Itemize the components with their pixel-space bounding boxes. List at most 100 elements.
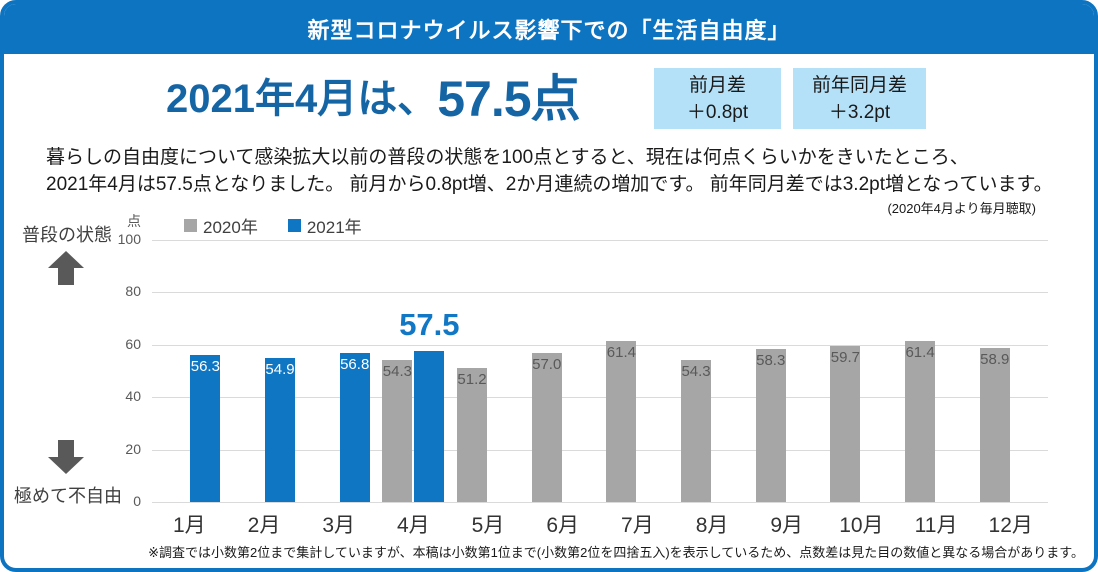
slot-10月: 59.7 <box>824 240 899 502</box>
slot-half <box>712 240 749 502</box>
bar-value-label: 56.8 <box>340 356 370 374</box>
slot-half <box>1011 240 1048 502</box>
month-label-8月: 8月 <box>695 514 729 537</box>
slot-half <box>787 240 824 502</box>
bar-2020年-10月: 59.7 <box>830 345 861 502</box>
slot-half: 59.7 <box>824 240 861 502</box>
gridline-60 <box>152 344 1048 346</box>
y-tick-80: 80 <box>125 283 141 300</box>
slot-3月: 56.8 <box>301 240 376 502</box>
legend-item-2020年: 2020年 <box>184 213 258 238</box>
bar-value-label: 54.3 <box>382 362 412 380</box>
y-axis-unit: 点 <box>127 213 141 229</box>
bar-2020年-4月: 54.3 <box>382 359 413 502</box>
bar-2021年-2月: 54.9 <box>265 358 296 502</box>
bar-2020年-7月: 61.4 <box>606 341 637 502</box>
bar-2020年-9月: 58.3 <box>755 349 786 502</box>
header-band: 新型コロナウイルス影響下での「生活自由度」 <box>4 4 1094 54</box>
bar-value-label: 61.4 <box>905 344 935 362</box>
bar-value-label: 59.7 <box>830 348 860 366</box>
month-label-4月: 4月 <box>397 514 430 537</box>
description-line-2: 2021年4月は57.5点となりました。 前月から0.8pt増、2か月連続の増加… <box>46 174 1053 195</box>
bar-2021年-1月: 56.3 <box>190 354 221 502</box>
axis-label-very-restricted: 極めて不自由 <box>14 486 122 506</box>
month-label-10月: 10月 <box>839 514 884 537</box>
slot-half <box>152 240 189 502</box>
bar-value-label: 51.2 <box>457 370 487 388</box>
slot-half <box>488 240 525 502</box>
month-label-3月: 3月 <box>322 514 356 537</box>
slot-half: 54.9 <box>264 240 301 502</box>
bar-2020年-11月: 61.4 <box>905 341 936 502</box>
slot-7月: 61.4 <box>600 240 675 502</box>
y-tick-60: 60 <box>125 335 141 352</box>
bar-2020年-5月: 51.2 <box>457 367 488 502</box>
slot-11月: 61.4 <box>899 240 974 502</box>
month-label-2月: 2月 <box>247 514 281 537</box>
slot-half <box>936 240 973 502</box>
legend-swatch-icon <box>184 219 197 232</box>
highlight-value-label: 57.5 <box>399 307 460 343</box>
footer-note: ※調査では小数第2位まで集計していますが、本稿は小数第1位まで(小数第2位を四捨… <box>148 545 1084 560</box>
bar-2020年-6月: 57.0 <box>531 352 562 502</box>
slot-half: 58.9 <box>973 240 1010 502</box>
chart-legend: 2020年 2021年 <box>184 213 362 238</box>
legend-label: 2021年 <box>306 218 362 237</box>
slot-half <box>637 240 674 502</box>
slot-half: 51.2 <box>451 240 488 502</box>
bar-value-label: 58.3 <box>756 352 786 370</box>
bar-2020年-8月: 54.3 <box>681 359 712 502</box>
badge-year-diff: 前年同月差 ＋3.2pt <box>793 68 926 129</box>
bar-2021年-4月: 57.5 <box>399 307 460 502</box>
slot-half: 57.5 <box>399 240 460 502</box>
month-label-11月: 11月 <box>914 514 958 537</box>
slot-half <box>227 240 264 502</box>
x-axis-labels: 1月 2月 3月 4月 5月 6月 7月 8月 9月 10月 11月 12月 <box>152 509 1048 539</box>
up-arrow-icon <box>48 251 84 285</box>
description-line-1: 暮らしの自由度について感染拡大以前の普段の状態を100点とすると、現在は何点くら… <box>46 147 969 168</box>
badge-month-diff-label: 前月差 <box>688 74 746 96</box>
slot-half: 54.3 <box>376 240 413 502</box>
month-label-1月: 1月 <box>172 514 206 537</box>
bar-value-label: 57.0 <box>532 355 562 373</box>
slot-half: 61.4 <box>899 240 936 502</box>
bar-2020年-12月: 58.9 <box>979 347 1010 502</box>
y-tick-0: 0 <box>133 493 141 509</box>
bar-slots: 56.3 54.9 56.8 54.3 57.5 51.2 57.0 61.4 54.3 58.3… <box>152 240 1048 502</box>
survey-note: (2020年4月より毎月聴取) <box>887 201 1036 216</box>
slot-half <box>301 240 338 502</box>
page-title: 新型コロナウイルス影響下での「生活自由度」 <box>307 18 791 43</box>
bar-value-label: 54.9 <box>265 361 295 379</box>
slot-2月: 54.9 <box>227 240 302 502</box>
legend-item-2021年: 2021年 <box>287 213 362 238</box>
slot-half: 56.3 <box>189 240 226 502</box>
y-tick-40: 40 <box>125 388 141 405</box>
slot-half <box>861 240 898 502</box>
slot-12月: 58.9 <box>973 240 1048 502</box>
axis-label-normal-state: 普段の状態 <box>22 225 112 245</box>
month-label-5月: 5月 <box>471 514 505 537</box>
bar-value-label: 58.9 <box>980 350 1010 368</box>
badge-year-diff-label: 前年同月差 <box>811 74 907 96</box>
y-tick-20: 20 <box>125 440 141 457</box>
month-label-6月: 6月 <box>546 514 580 537</box>
slot-half: 58.3 <box>749 240 786 502</box>
slot-half: 57.0 <box>525 240 562 502</box>
y-tick-100: 100 <box>117 231 141 247</box>
slot-half: 56.8 <box>339 240 376 502</box>
bar-value-label: 56.3 <box>190 357 220 375</box>
bar-value-label: 54.3 <box>681 362 711 380</box>
month-label-9月: 9月 <box>770 514 804 537</box>
slot-1月: 56.3 <box>152 240 227 502</box>
slot-9月: 58.3 <box>749 240 824 502</box>
month-label-12月: 12月 <box>988 514 1033 537</box>
slot-8月: 54.3 <box>675 240 750 502</box>
legend-swatch-icon <box>287 219 301 232</box>
bar-value-label: 61.4 <box>606 344 636 362</box>
slot-half: 54.3 <box>675 240 712 502</box>
month-label-7月: 7月 <box>621 514 654 537</box>
gridline-80 <box>152 292 1048 294</box>
headline-prefix: 2021年4月は、 <box>166 77 438 121</box>
gridline-100 <box>152 240 1048 241</box>
